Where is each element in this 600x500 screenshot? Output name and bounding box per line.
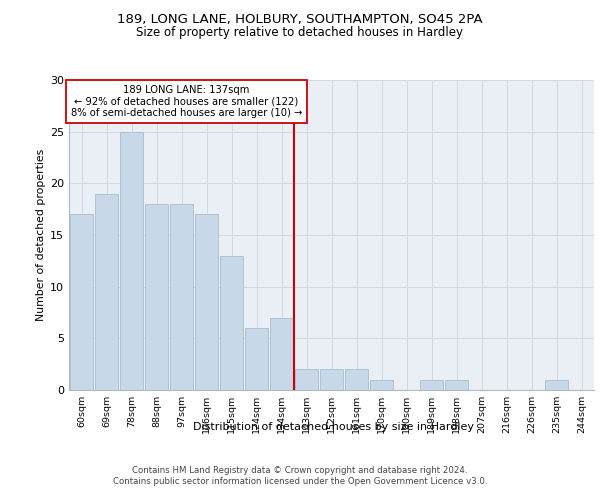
Bar (445, 380, 468, 390)
Bar (170, 204, 193, 390)
Bar (295, 370, 318, 390)
Bar (95, 194, 118, 390)
Text: Size of property relative to detached houses in Hardley: Size of property relative to detached ho… (137, 26, 464, 39)
Text: Contains public sector information licensed under the Open Government Licence v3: Contains public sector information licen… (113, 478, 487, 486)
Text: Distribution of detached houses by size in Hardley: Distribution of detached houses by size … (193, 422, 473, 432)
Bar (70, 214, 93, 390)
Text: Contains HM Land Registry data © Crown copyright and database right 2024.: Contains HM Land Registry data © Crown c… (132, 466, 468, 475)
Bar (420, 380, 443, 390)
Bar (370, 380, 393, 390)
Bar (195, 214, 218, 390)
Bar (545, 380, 568, 390)
Bar (320, 370, 343, 390)
Bar (270, 318, 293, 390)
Bar (345, 370, 368, 390)
Bar (120, 132, 143, 390)
Text: 189 LONG LANE: 137sqm
← 92% of detached houses are smaller (122)
8% of semi-deta: 189 LONG LANE: 137sqm ← 92% of detached … (71, 85, 302, 118)
Text: 189, LONG LANE, HOLBURY, SOUTHAMPTON, SO45 2PA: 189, LONG LANE, HOLBURY, SOUTHAMPTON, SO… (117, 12, 483, 26)
Bar (245, 328, 268, 390)
Bar (145, 204, 168, 390)
Y-axis label: Number of detached properties: Number of detached properties (36, 149, 46, 321)
Bar (220, 256, 243, 390)
